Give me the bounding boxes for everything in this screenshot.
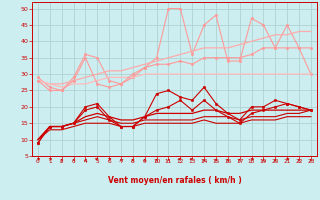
X-axis label: Vent moyen/en rafales ( km/h ): Vent moyen/en rafales ( km/h ): [108, 176, 241, 185]
